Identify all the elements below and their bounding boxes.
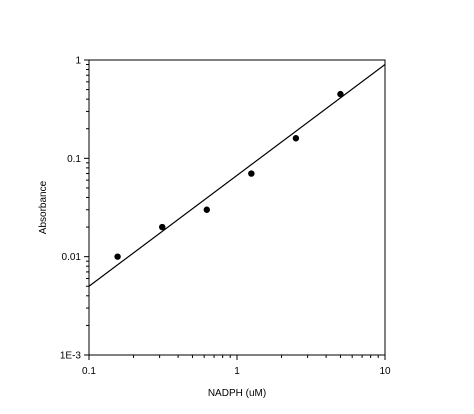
x-tick-label: 10	[379, 366, 391, 377]
fit-line	[88, 64, 386, 287]
series-layer	[88, 64, 386, 287]
y-tick-label: 0.1	[67, 154, 81, 165]
data-point	[337, 90, 344, 98]
x-tick-label: 1	[234, 366, 240, 377]
data-point	[114, 253, 121, 260]
y-axis-title: Absorbance	[38, 180, 49, 234]
y-tick-label: 0.01	[62, 252, 82, 263]
plot-frame	[88, 59, 386, 356]
data-point	[292, 135, 300, 142]
data-point	[159, 223, 166, 231]
data-point	[248, 170, 255, 177]
y-axis-ticks: 1E-3 0.01 0.1 1	[60, 56, 89, 362]
x-tick-label: 0.1	[82, 366, 96, 377]
y-tick-label: 1	[75, 56, 81, 67]
x-axis-title: NADPH (uM)	[208, 388, 266, 399]
data-point	[203, 206, 210, 213]
x-axis-ticks: 0.1 1 10	[82, 355, 391, 377]
y-tick-label: 1E-3	[60, 351, 82, 362]
